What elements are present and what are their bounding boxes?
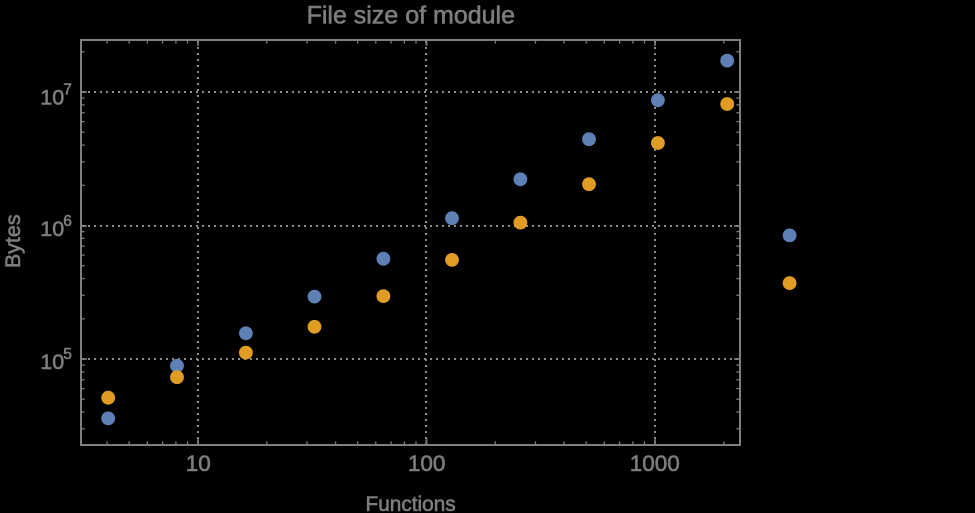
svg-text:File size of module: File size of module — [307, 2, 515, 30]
svg-text:Bytes: Bytes — [1, 214, 25, 268]
svg-text:Functions: Functions — [366, 493, 456, 513]
svg-text:6: 6 — [63, 213, 72, 230]
svg-text:5: 5 — [63, 346, 72, 363]
svg-text:10: 10 — [40, 85, 64, 109]
svg-text:10: 10 — [40, 217, 64, 241]
svg-text:10: 10 — [40, 350, 64, 374]
svg-text:7: 7 — [63, 81, 72, 98]
svg-text:1000: 1000 — [630, 451, 680, 476]
svg-text:10: 10 — [186, 451, 211, 476]
svg-text:100: 100 — [408, 451, 446, 476]
